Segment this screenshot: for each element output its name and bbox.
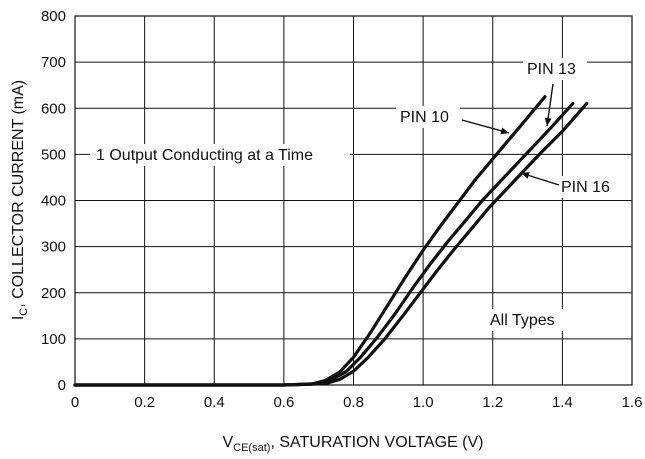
y-tick-label: 400 <box>41 193 66 210</box>
y-tick-label: 200 <box>41 285 66 302</box>
y-tick-label: 300 <box>41 239 66 256</box>
x-axis-label-main: V <box>222 434 233 451</box>
y-tick-label: 100 <box>41 331 66 348</box>
x-tick-label: 1.0 <box>413 394 434 411</box>
x-axis-label: VCE(sat), SATURATION VOLTAGE (V) <box>222 434 483 454</box>
y-axis-label-main: I <box>10 316 27 320</box>
y-axis-label-sub: C <box>18 308 30 316</box>
series-label-backdrop <box>396 106 460 128</box>
series-label: PIN 10 <box>400 109 449 126</box>
series-label: PIN 13 <box>527 61 576 78</box>
annotation-all-types-backdrop <box>484 309 568 331</box>
y-axis-label: IC, COLLECTOR CURRENT (mA) <box>10 80 30 320</box>
x-tick-label: 0.2 <box>134 394 155 411</box>
annotation-conducting-backdrop <box>90 144 350 166</box>
series-label-arrowhead <box>544 117 552 126</box>
x-axis-label-sub: CE(sat) <box>233 442 270 454</box>
series-label-arrowhead <box>521 172 530 179</box>
y-tick-label: 800 <box>41 8 66 25</box>
annotations: 1 Output Conducting at a Time All Types PI… <box>90 58 621 331</box>
x-tick-label: 0.6 <box>273 394 294 411</box>
series-line <box>73 95 547 387</box>
series-label: PIN 16 <box>561 179 610 196</box>
y-tick-label: 0 <box>58 377 66 394</box>
x-tick-label: 1.2 <box>482 394 503 411</box>
y-tick-label: 500 <box>41 146 66 163</box>
series-line <box>73 102 589 387</box>
axes: 0 0.2 0.4 0.6 0.8 1.0 1.2 1.4 1.6 0 100 200 300 400 50… <box>41 8 642 411</box>
x-axis-label-rest: , SATURATION VOLTAGE (V) <box>270 434 483 451</box>
x-tick-label: 1.4 <box>552 394 573 411</box>
grid <box>74 15 633 386</box>
series-line <box>73 102 575 387</box>
y-tick-label: 700 <box>41 54 66 71</box>
y-tick-label: 600 <box>41 100 66 117</box>
series-label-leader <box>461 119 510 134</box>
series-label-arrowhead <box>500 127 509 135</box>
series-lines <box>73 95 589 387</box>
series-label-backdrop <box>523 58 587 80</box>
annotation-all-types: All Types <box>490 312 555 329</box>
x-tick-label: 0 <box>71 394 79 411</box>
annotation-conducting: 1 Output Conducting at a Time <box>96 147 313 164</box>
x-tick-label: 0.8 <box>343 394 364 411</box>
x-tick-label: 0.4 <box>204 394 225 411</box>
series-label-backdrop <box>557 176 621 198</box>
x-tick-label: 1.6 <box>622 394 643 411</box>
y-axis-label-rest: , COLLECTOR CURRENT (mA) <box>10 80 27 308</box>
